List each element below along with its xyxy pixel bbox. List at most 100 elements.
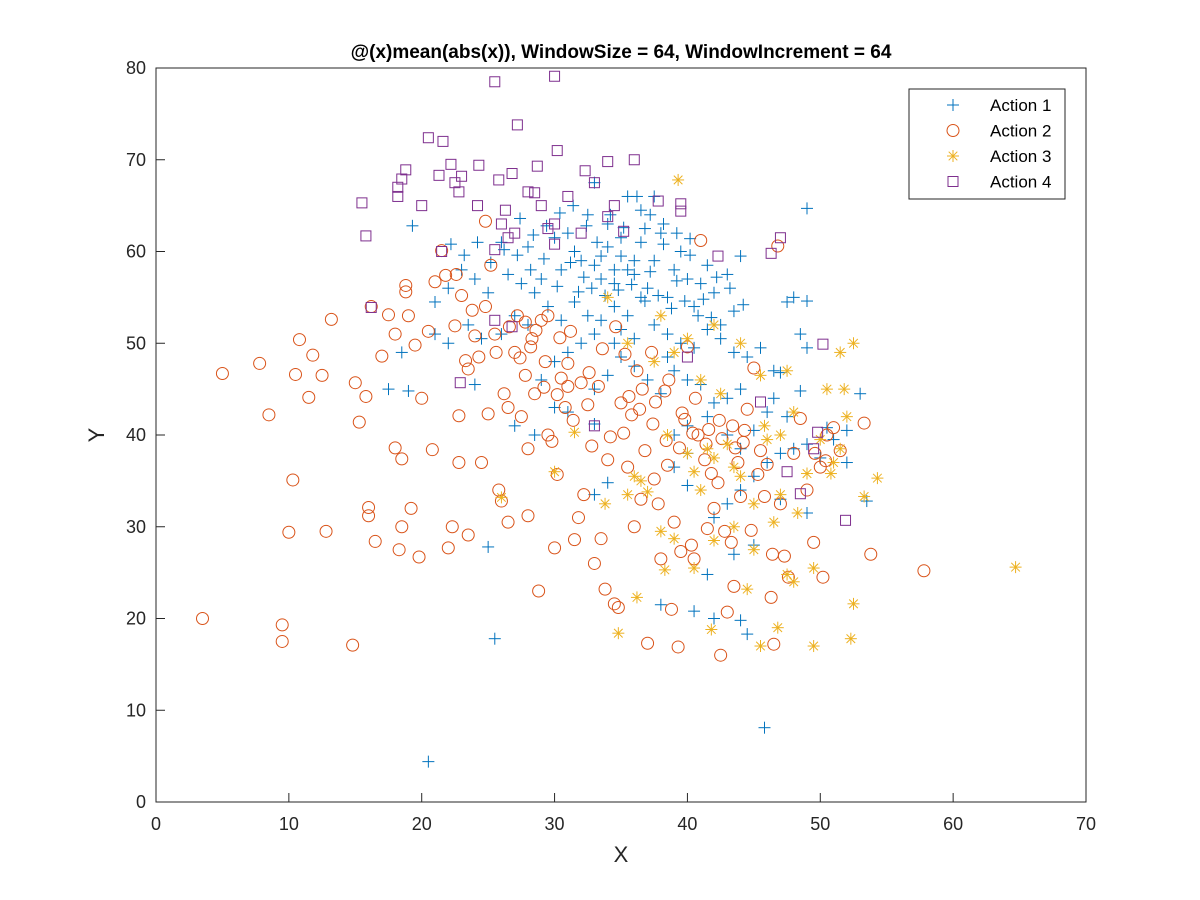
action-1-point <box>442 337 455 350</box>
action-2-point <box>726 419 740 433</box>
action-2-point <box>607 597 621 611</box>
action-1-point <box>701 259 714 272</box>
action-2-point <box>577 488 591 502</box>
action-2-point <box>654 552 668 566</box>
action-2-point <box>711 476 725 490</box>
action-2-point <box>688 391 702 405</box>
action-4-point <box>437 135 449 147</box>
action-1-point <box>714 332 727 345</box>
x-tick-label: 70 <box>1076 814 1096 834</box>
action-2-point <box>603 430 617 444</box>
action-2-point <box>388 441 402 455</box>
action-2-point <box>566 413 580 427</box>
action-2-point <box>864 547 878 561</box>
x-tick-label: 40 <box>677 814 697 834</box>
action-2-point <box>751 467 765 481</box>
action-3-point <box>621 337 634 350</box>
action-2-point <box>646 417 660 431</box>
action-2-point <box>647 472 661 486</box>
action-2-point <box>514 410 528 424</box>
action-2-point <box>362 500 376 514</box>
action-2-point <box>449 267 463 281</box>
action-1-point <box>471 236 484 249</box>
action-4-point <box>712 250 724 262</box>
action-4-point <box>422 132 434 144</box>
action-1-point <box>382 383 395 396</box>
action-1-point <box>721 392 734 405</box>
action-1-point <box>674 245 687 258</box>
action-4-point <box>445 158 457 170</box>
action-4-point <box>416 200 428 212</box>
action-1-point <box>511 249 524 262</box>
action-1-point <box>688 605 701 618</box>
action-2-point <box>452 409 466 423</box>
action-1-point <box>727 305 740 318</box>
action-2-point <box>736 435 750 449</box>
action-1-point <box>657 217 670 230</box>
action-2-point <box>550 388 564 402</box>
action-3-point <box>634 474 647 487</box>
action-1-point <box>668 263 681 276</box>
action-2-point <box>625 408 639 422</box>
action-1-point <box>429 295 441 308</box>
action-1-point <box>747 424 760 437</box>
action-3-point <box>747 497 760 510</box>
action-2-point <box>253 356 267 370</box>
action-1-point <box>575 337 588 350</box>
action-1-point <box>701 568 714 581</box>
action-1-point <box>585 282 598 295</box>
action-4-point <box>755 396 766 408</box>
action-3-point <box>1009 561 1022 574</box>
action-3-point <box>681 332 694 345</box>
action-1-point <box>595 250 608 263</box>
action-1-point <box>708 396 720 409</box>
action-2-point <box>352 415 366 429</box>
action-1-point <box>652 289 665 302</box>
legend: Action 1 Action 2 Action 3 Action 4 <box>908 88 1066 200</box>
action-1-point <box>429 328 441 341</box>
legend-marker-action-2 <box>946 124 960 137</box>
action-1-point <box>674 337 687 350</box>
action-1-point <box>588 176 601 189</box>
action-2-point <box>594 532 608 546</box>
action-4-point <box>433 169 445 181</box>
action-4-point <box>774 232 786 244</box>
action-2-point <box>461 362 475 376</box>
action-1-point <box>668 461 681 474</box>
x-tick-label: 0 <box>151 814 161 834</box>
action-3-point <box>612 627 625 640</box>
action-2-point <box>675 406 689 420</box>
action-3-point <box>834 346 847 359</box>
action-1-point <box>555 263 568 276</box>
action-2-point <box>760 457 774 471</box>
action-1-point <box>628 332 641 345</box>
action-1-point <box>648 254 661 267</box>
action-4-point <box>472 200 484 212</box>
action-1-point <box>601 240 614 253</box>
action-1-point <box>767 392 780 405</box>
action-4-point <box>628 154 640 166</box>
action-1-point <box>641 282 654 295</box>
action-1-point <box>555 314 568 327</box>
legend-marker-action-1 <box>947 99 959 111</box>
action-1-point <box>601 217 614 230</box>
y-axis-label: Y <box>84 427 109 442</box>
action-1-point <box>488 632 501 645</box>
action-1-point <box>692 309 705 322</box>
action-3-point <box>747 543 760 556</box>
action-3-point <box>708 534 720 547</box>
action-2-point <box>524 340 538 354</box>
action-1-point <box>553 206 566 219</box>
action-1-point <box>625 278 638 291</box>
action-1-point <box>588 417 601 430</box>
action-4-point <box>454 377 466 389</box>
action-3-point <box>741 583 754 596</box>
action-2-point <box>465 303 479 317</box>
action-4-point <box>618 225 630 237</box>
action-2-point <box>671 640 685 654</box>
action-2-point <box>306 348 320 362</box>
action-1-point <box>615 351 627 364</box>
x-tick-label: 10 <box>279 814 299 834</box>
action-2-point <box>633 402 647 416</box>
action-2-point <box>712 413 726 427</box>
